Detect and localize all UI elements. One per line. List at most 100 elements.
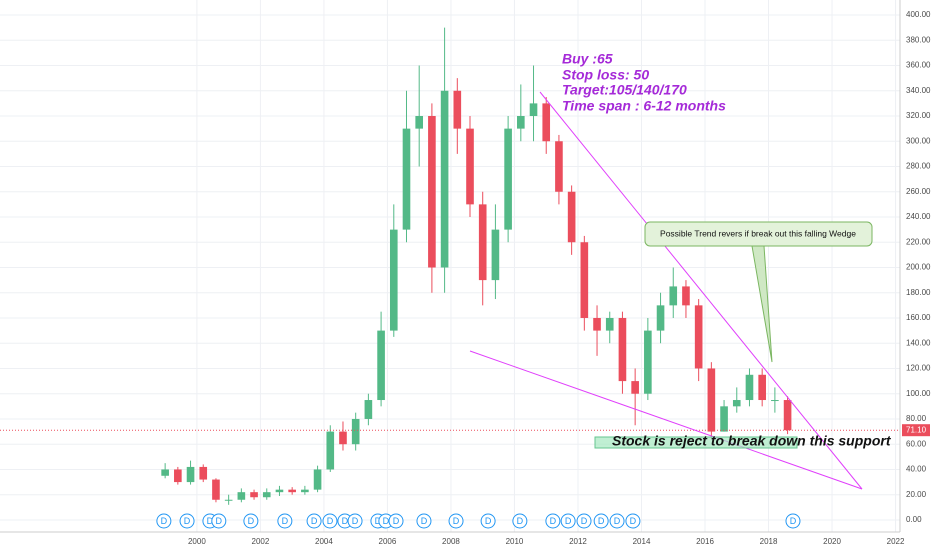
grid [0,0,900,532]
candle-body [605,317,614,331]
y-tick-label: 220.00 [906,237,931,246]
candle-body [364,400,373,419]
dividend-label: D [790,516,797,526]
candle-body [567,191,576,243]
plan-text: Buy :65 [562,51,613,67]
callout-box [644,221,873,247]
y-tick-label: 300.00 [906,136,931,145]
candle-body [402,128,411,230]
y-tick-label: 260.00 [906,187,931,196]
plan-text: Time span : 6-12 months [562,98,726,114]
candle-body [783,400,792,431]
candle-body [212,479,220,500]
x-tick-label: 2022 [887,537,905,546]
dividend-marker [593,513,609,529]
candle-body [174,469,182,483]
y-tick-label: 160.00 [906,313,931,322]
dividend-label: D [352,516,359,526]
dividend-marker [545,513,561,529]
dividend-marker [347,513,363,529]
candle-body [275,489,284,493]
candle-body [555,141,563,192]
candle-body [250,492,258,498]
candle-body [745,374,754,401]
candle-body [504,128,512,230]
candle-body [593,317,601,331]
support-text: Stock is reject to break down this suppo… [612,433,892,449]
dividend-marker [609,513,625,529]
dividend-label: D [161,516,168,526]
dividend-label: D [517,516,524,526]
candle-body [580,242,589,318]
candle-body [440,90,449,268]
dividend-marker [211,513,227,529]
dividend-label: D [248,516,255,526]
dividend-label: D [485,516,492,526]
candle-body [707,368,716,432]
candle-body [517,116,525,129]
dividend-label: D [375,516,382,526]
candle-body [694,305,703,369]
dividend-label: D [581,516,588,526]
y-tick-label: 380.00 [906,35,931,44]
x-tick-label: 2012 [569,537,587,546]
candle-body [389,229,398,331]
plan-text: Target:105/140/170 [562,82,687,98]
candle-body [720,406,728,432]
dividend-marker [785,513,801,529]
y-tick-label: 200.00 [906,263,931,272]
candle-body [351,418,360,445]
candle-body [631,381,639,394]
candle-body [186,466,195,483]
x-tick-label: 2000 [188,537,206,546]
candle-body [644,330,652,394]
candle-body [262,492,271,498]
candle-body [669,286,678,306]
x-tick-label: 2020 [823,537,841,546]
plan-text: Stop loss: 50 [562,67,649,83]
support-zone [594,436,798,449]
dividend-marker [243,513,259,529]
dividend-marker [156,513,172,529]
candle-body [491,229,500,281]
y-tick-label: 280.00 [906,162,931,171]
x-tick-label: 2016 [696,537,714,546]
dividend-label: D [598,516,605,526]
wedge-lower [469,350,863,490]
wedge-upper [539,91,863,490]
dividend-marker [277,513,293,529]
dividend-marker [388,513,404,529]
candle-body [161,469,169,476]
y-tick-label: 240.00 [906,212,931,221]
candle-body [288,489,296,493]
y-tick-label: 320.00 [906,111,931,120]
dividend-label: D [630,516,637,526]
dividend-marker [625,513,641,529]
y-tick-label: 20.00 [906,490,927,499]
y-tick-label: 0.00 [906,515,922,524]
dividend-label: D [311,516,318,526]
y-tick-label: 120.00 [906,364,931,373]
last-price-tag [902,424,930,437]
dividend-label: D [565,516,572,526]
candle-body [466,128,474,205]
candle-body [542,103,551,142]
candle-body [199,466,208,480]
dividend-marker [512,513,528,529]
dividend-label: D [453,516,460,526]
candle-body [732,400,741,407]
x-tick-label: 2006 [379,537,397,546]
y-tick-label: 60.00 [906,439,927,448]
dividend-label: D [327,516,334,526]
dividend-marker [480,513,496,529]
y-tick-label: 100.00 [906,389,931,398]
dividend-label: D [383,516,390,526]
x-tick-label: 2004 [315,537,333,546]
candle-body [326,431,335,470]
dividend-marker [448,513,464,529]
